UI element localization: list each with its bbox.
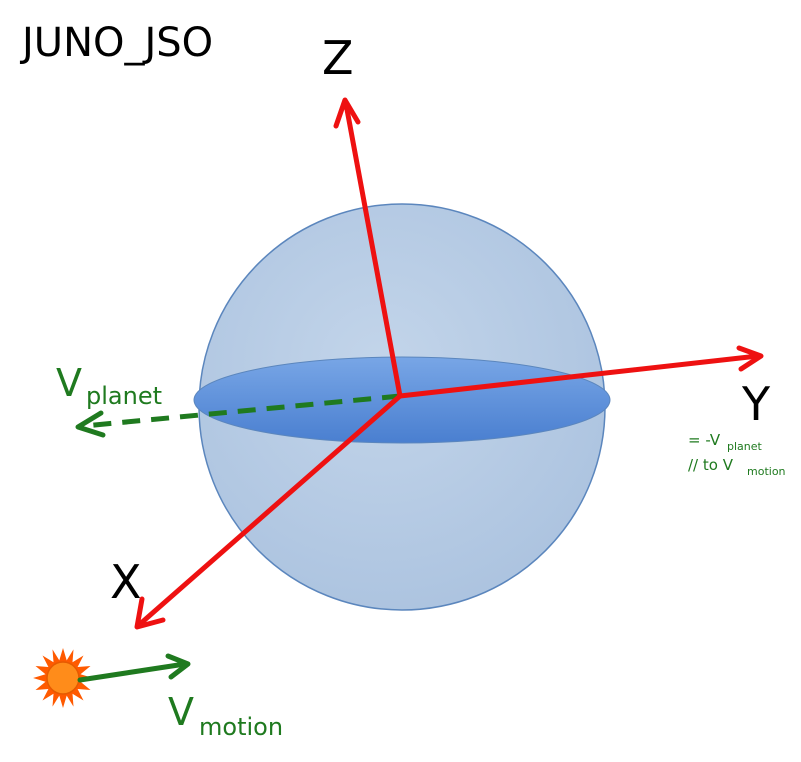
y-note-line1-prefix: = -V — [688, 431, 721, 449]
v-planet-arrow — [75, 393, 401, 438]
sun-icon — [33, 648, 93, 708]
v-motion-label: V motion — [168, 690, 283, 741]
x-axis-arrow — [134, 393, 403, 630]
y-note-line2-prefix: // to V — [688, 456, 734, 474]
equatorial-plane — [193, 356, 611, 444]
diagram-title: JUNO_JSO — [19, 20, 213, 66]
v-planet-symbol: V — [56, 361, 82, 405]
x-axis-label: X — [110, 555, 142, 609]
v-planet-label: V planet — [56, 361, 162, 410]
v-motion-symbol: V — [168, 690, 194, 734]
z-axis-arrow — [333, 97, 403, 399]
y-axis-arrow — [397, 345, 764, 399]
y-axis-label: Y — [741, 377, 771, 431]
y-note-line2-subscript: motion — [747, 465, 786, 478]
z-axis-label: Z — [322, 31, 354, 85]
v-motion-subscript: motion — [199, 713, 283, 741]
y-axis-note-line1: = -V planet — [688, 431, 763, 453]
y-note-line1-subscript: planet — [727, 440, 763, 453]
v-motion-arrow — [77, 653, 191, 683]
y-axis-note-line2: // to V motion — [688, 456, 786, 478]
v-planet-subscript: planet — [86, 382, 162, 410]
